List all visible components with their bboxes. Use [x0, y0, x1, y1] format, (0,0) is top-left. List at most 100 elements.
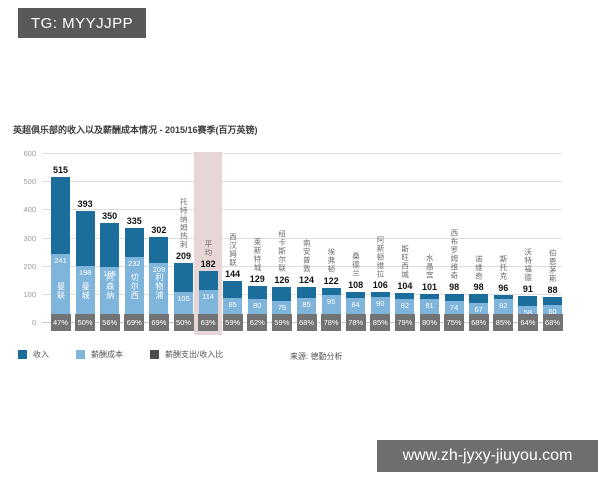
legend-item: 薪酬成本	[76, 349, 123, 360]
wage-ratio-badge: 68%	[468, 314, 489, 331]
revenue-value-label: 88	[547, 285, 558, 296]
revenue-value-label: 91	[522, 284, 533, 295]
wage-value-label: 195	[103, 269, 116, 279]
club-label: 西汉姆联	[228, 233, 238, 268]
revenue-value-label: 144	[225, 269, 241, 280]
club-label: 西布罗姆维奇	[449, 229, 459, 281]
wage-value-label: 95	[326, 297, 336, 307]
club-label: 斯托克	[499, 255, 509, 281]
legend-item: 收入	[18, 349, 49, 360]
club-label: 南安普敦	[302, 239, 312, 274]
revenue-value-label: 182	[200, 258, 216, 269]
revenue-value-label: 126	[274, 274, 290, 285]
revenue-value-label: 108	[348, 279, 364, 290]
y-axis-tick: 100	[23, 289, 36, 299]
wage-ratio-badge: 68%	[542, 314, 563, 331]
club-label: 利物浦	[154, 273, 164, 300]
wage-ratio-badge: 47%	[50, 314, 71, 331]
legend-label: 收入	[33, 350, 49, 359]
wage-ratio-badge: 50%	[173, 314, 194, 331]
club-label: 伯恩茅斯	[548, 249, 558, 284]
wage-ratio-badge: 85%	[370, 314, 391, 331]
bar-group: 75 126 59% 纽卡斯尔联	[271, 153, 292, 331]
wage-ratio-badge: 64%	[517, 314, 538, 331]
wage-ratio-badge: 80%	[419, 314, 440, 331]
bar-group: 85 124 68% 南安普敦	[296, 153, 317, 331]
wage-value-label: 198	[78, 268, 92, 278]
club-label: 切尔西	[130, 273, 140, 300]
bar-group: 95 122 78% 埃弗顿	[321, 153, 342, 331]
bar-group: 232 335 69% 切尔西	[124, 153, 145, 331]
club-label: 平均	[203, 239, 213, 257]
wage-ratio-badge: 50%	[75, 314, 96, 331]
wage-ratio-swatch	[150, 350, 159, 359]
bar-group: 67 98 68% 诺维奇	[468, 153, 489, 331]
revenue-value-label: 393	[77, 199, 93, 210]
wage-value-label: 82	[400, 300, 410, 310]
bar-group: 60 88 68% 伯恩茅斯	[542, 153, 563, 331]
wage-cost-bar	[149, 263, 169, 322]
revenue-value-label: 129	[249, 273, 265, 284]
tg-watermark-badge: TG: MYYJJPP	[18, 8, 147, 38]
bar-group: 85 144 59% 西汉姆联	[222, 153, 243, 331]
gridline	[42, 181, 562, 183]
bar-group: 58 91 64% 沃特福德	[517, 153, 538, 331]
gridline	[42, 237, 562, 239]
revenue-value-label: 98	[473, 282, 484, 293]
revenue-value-label: 350	[102, 211, 118, 222]
revenue-value-label: 104	[397, 280, 413, 291]
legend-item: 薪酬支出/收入比	[150, 349, 223, 360]
club-label: 诺维奇	[474, 254, 484, 281]
wage-ratio-badge: 68%	[296, 314, 317, 331]
bar-group: 81 101 80% 水晶宫	[419, 153, 440, 331]
wage-value-label: 85	[228, 300, 237, 310]
revenue-swatch	[18, 350, 27, 359]
wage-cost-bar	[124, 256, 144, 322]
revenue-value-label: 209	[175, 251, 192, 262]
wage-value-label: 74	[449, 303, 459, 313]
plot-area: 0 100 200 300 400 500 600 241 515 47% 曼联 198 393 50% 曼…	[23, 149, 563, 335]
wage-value-label: 84	[351, 300, 360, 310]
wage-cost-bar	[51, 254, 70, 322]
club-label: 托特纳姆热刺	[179, 198, 189, 250]
revenue-value-label: 122	[323, 275, 339, 286]
wage-cost-bar	[75, 266, 95, 322]
wage-ratio-badge: 75%	[444, 314, 465, 331]
wage-ratio-badge: 85%	[493, 314, 514, 331]
wage-value-label: 241	[54, 256, 67, 266]
gridline	[42, 209, 562, 211]
wage-cost-bar	[198, 289, 218, 322]
club-label: 纽卡斯尔联	[277, 230, 287, 273]
club-label: 埃弗顿	[326, 248, 336, 274]
revenue-value-label: 515	[52, 164, 69, 175]
wage-ratio-badge: 62%	[247, 314, 268, 331]
revenue-value-label: 335	[126, 215, 142, 226]
source-label: 来源: 德勤分析	[290, 352, 343, 361]
club-label: 斯旺西城	[400, 244, 410, 279]
wage-value-label: 85	[302, 300, 311, 310]
wage-value-label: 209	[152, 265, 166, 275]
legend-label: 薪酬支出/收入比	[165, 350, 224, 359]
club-label: 水晶宫	[425, 254, 435, 280]
y-axis-tick: 500	[23, 177, 36, 187]
wage-ratio-badge: 63%	[198, 314, 219, 331]
wage-value-label: 114	[202, 291, 215, 301]
club-label: 曼联	[56, 282, 66, 300]
bar-group: 105 209 50% 托特纳姆热刺	[173, 153, 194, 331]
wage-ratio-badge: 59%	[271, 314, 292, 331]
bar-group: 241 515 47% 曼联	[50, 153, 71, 331]
wage-value-label: 60	[548, 307, 557, 317]
wage-cost-swatch	[76, 350, 85, 359]
wage-value-label: 58	[523, 307, 533, 317]
bar-group: 82 104 79% 斯旺西城	[394, 153, 415, 331]
bar-group: 84 108 78% 桑德兰	[345, 153, 366, 331]
chart-legend: 收入 薪酬成本 薪酬支出/收入比	[18, 349, 250, 360]
wage-ratio-badge: 69%	[148, 314, 169, 331]
wage-value-label: 75	[277, 302, 287, 312]
wage-value-label: 81	[425, 301, 434, 311]
chart-title: 英超俱乐部的收入以及薪酬成本情况 - 2015/16赛季(百万英镑)	[13, 125, 258, 135]
club-label: 沃特福德	[523, 248, 533, 283]
y-axis-tick: 600	[23, 149, 36, 158]
wage-value-label: 80	[253, 301, 262, 311]
bar-group: 90 106 85% 阿斯顿维拉	[370, 153, 391, 331]
